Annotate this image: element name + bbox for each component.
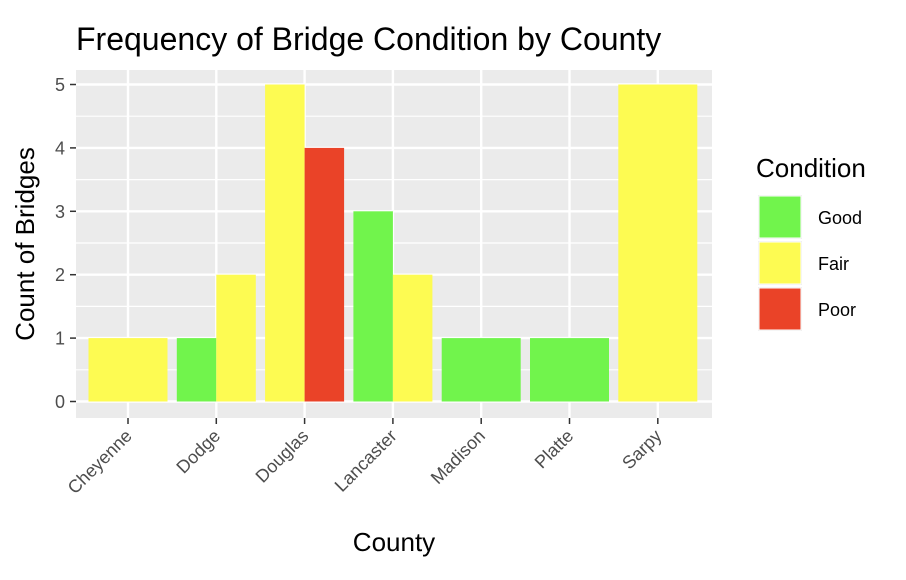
y-axis-title: Count of Bridges	[10, 147, 40, 341]
bar-dodge-fair	[216, 274, 256, 402]
y-axis: 0 1 2 3 4 5	[55, 75, 76, 412]
bar-dodge-good	[176, 338, 217, 402]
x-tick-label: Lancaster	[331, 426, 401, 496]
x-tick-label: Dodge	[172, 426, 224, 478]
bar-sarpy-fair	[618, 84, 698, 402]
y-tick-label: 4	[55, 138, 65, 158]
x-tick-label: Sarpy	[618, 426, 665, 473]
bar-platte-good	[530, 338, 609, 402]
x-axis-title: County	[353, 527, 435, 557]
bar-madison-good	[441, 338, 521, 402]
bar-lancaster-good	[353, 211, 393, 402]
bar-douglas-poor	[304, 147, 345, 402]
bar-lancaster-fair	[392, 274, 433, 402]
y-tick-label: 0	[55, 392, 65, 412]
x-tick-label: Platte	[531, 426, 578, 473]
y-tick-label: 5	[55, 75, 65, 95]
legend-swatch-good	[758, 195, 802, 239]
x-axis: Cheyenne Dodge Douglas Lancaster Madison Plat…	[64, 418, 666, 498]
x-tick-label: Madison	[427, 426, 489, 488]
legend-swatch-poor	[758, 287, 802, 331]
bars	[88, 84, 698, 402]
y-tick-label: 2	[55, 265, 65, 285]
legend-label-good: Good	[818, 208, 862, 228]
legend-title: Condition	[756, 153, 866, 183]
x-tick-label: Cheyenne	[64, 426, 136, 498]
legend-label-fair: Fair	[818, 254, 849, 274]
legend-swatch-fair	[758, 241, 802, 285]
y-tick-label: 1	[55, 329, 65, 349]
chart-title: Frequency of Bridge Condition by County	[76, 21, 661, 57]
x-tick-label: Douglas	[252, 426, 313, 487]
bar-cheyenne-fair	[88, 338, 168, 402]
y-tick-label: 3	[55, 202, 65, 222]
bar-douglas-fair	[265, 84, 305, 402]
legend-label-poor: Poor	[818, 300, 856, 320]
legend: Condition Good Fair Poor	[756, 153, 866, 331]
